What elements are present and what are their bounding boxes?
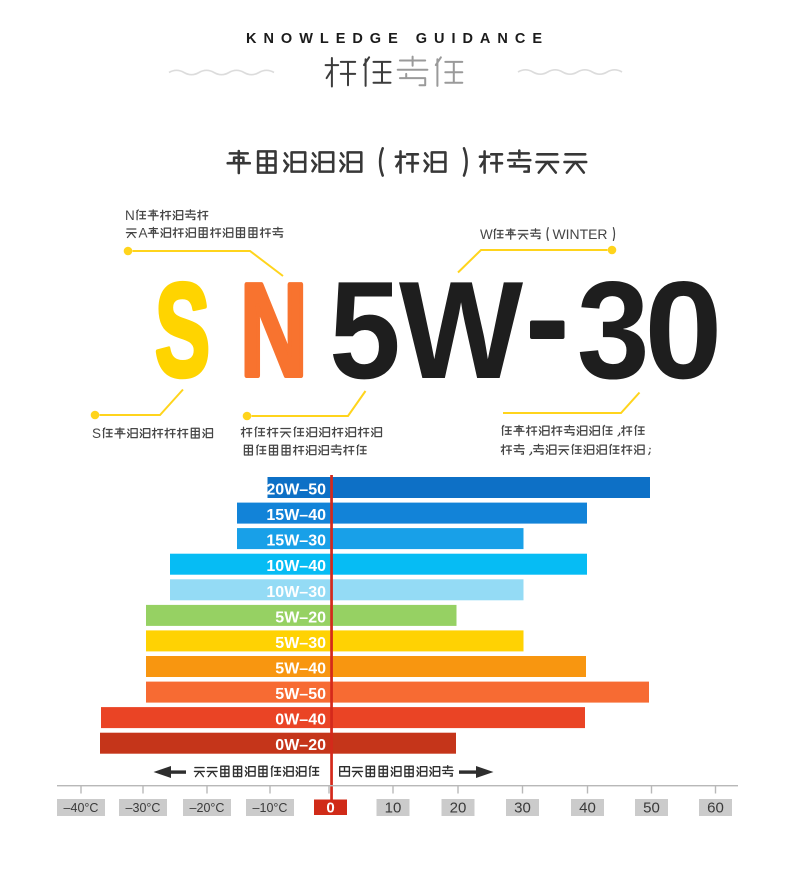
svg-text:–30°C: –30°C: [126, 801, 161, 815]
svg-text:10: 10: [385, 800, 402, 817]
svg-text:15W–30: 15W–30: [266, 533, 326, 550]
svg-text:15W–40: 15W–40: [266, 507, 326, 524]
svg-text:3: 3: [577, 252, 650, 407]
svg-text:S: S: [92, 426, 101, 441]
svg-text:5W–30: 5W–30: [275, 635, 326, 652]
svg-text:50: 50: [643, 800, 660, 817]
svg-text:5W–40: 5W–40: [275, 660, 326, 677]
svg-text:W: W: [480, 227, 493, 242]
svg-text:WINTER: WINTER: [553, 227, 608, 242]
svg-text:30: 30: [514, 800, 531, 817]
svg-text:W: W: [399, 252, 523, 408]
svg-text:–40°C: –40°C: [64, 801, 99, 815]
svg-text:10W–40: 10W–40: [266, 558, 326, 575]
svg-text:20W–50: 20W–50: [266, 482, 326, 499]
svg-text:20: 20: [450, 800, 467, 817]
svg-text:40: 40: [579, 800, 596, 817]
svg-text:5W–50: 5W–50: [275, 686, 326, 703]
svg-text:–10°C: –10°C: [253, 801, 288, 815]
svg-text:S: S: [155, 257, 210, 405]
svg-text:5: 5: [329, 254, 401, 408]
svg-text:0: 0: [326, 800, 334, 817]
svg-text:0W–40: 0W–40: [275, 712, 326, 729]
svg-text:10W–30: 10W–30: [266, 584, 326, 601]
svg-text:0W–20: 0W–20: [275, 737, 326, 754]
svg-text:A: A: [139, 226, 148, 241]
svg-text:N: N: [240, 257, 308, 405]
svg-text:60: 60: [707, 800, 724, 817]
svg-text:0: 0: [644, 253, 722, 408]
svg-text:N: N: [125, 208, 135, 223]
svg-text:5W–20: 5W–20: [275, 609, 326, 626]
svg-text:–20°C: –20°C: [190, 801, 225, 815]
svg-text:KNOWLEDGE GUIDANCE: KNOWLEDGE GUIDANCE: [246, 31, 542, 47]
